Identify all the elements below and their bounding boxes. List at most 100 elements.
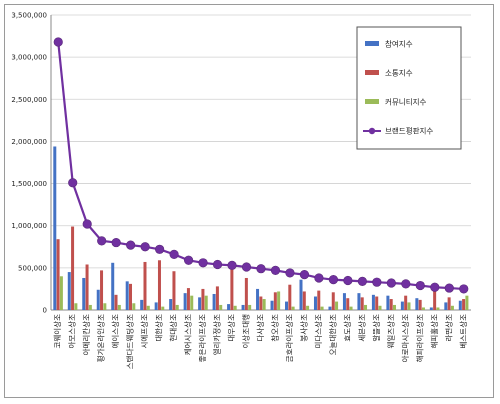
bar-1: [241, 304, 245, 310]
brand-index-point: [430, 282, 440, 292]
bar-1: [256, 288, 260, 310]
bar-2: [100, 270, 104, 310]
x-tick-label: 오늘대한상조: [327, 314, 337, 355]
brand-index-point: [97, 236, 107, 246]
bar-3: [392, 304, 396, 310]
bar-3: [161, 306, 165, 310]
bar-2: [375, 296, 379, 310]
bar-3: [306, 305, 310, 310]
brand-index-point: [285, 268, 295, 278]
brand-index-point: [314, 273, 324, 283]
bar-1: [140, 299, 144, 310]
x-tick-label: 현대상조: [168, 314, 178, 342]
bar-3: [248, 304, 252, 310]
bar-3: [204, 295, 208, 310]
bar-1: [111, 262, 115, 310]
brand-index-point: [299, 270, 310, 280]
bar-2: [186, 288, 190, 310]
brand-index-point: [68, 178, 78, 188]
bar-1: [371, 294, 375, 310]
brand-index-point: [53, 37, 63, 47]
bar-2: [418, 299, 422, 310]
bar-2: [172, 271, 176, 310]
x-tick-label: 참오상조: [269, 314, 279, 342]
brand-index-point: [241, 262, 252, 272]
brand-index-point: [386, 278, 396, 288]
bar-2: [230, 269, 234, 310]
brand-index-point: [357, 276, 367, 286]
bar-1: [183, 293, 187, 310]
bar-3: [74, 303, 78, 310]
x-tick-label: 에이스상조: [110, 314, 120, 349]
bar-2: [404, 295, 408, 310]
brand-index-point: [270, 265, 281, 275]
legend-label: 브랜드평판지수: [385, 126, 433, 136]
x-tick-label: 해피라이프상조: [414, 314, 424, 362]
bar-3: [335, 301, 339, 310]
bar-1: [53, 146, 57, 310]
bar-2: [447, 297, 451, 310]
bar-3: [364, 304, 368, 310]
x-tick-label: 대한상조: [154, 314, 164, 342]
bar-3: [349, 306, 353, 310]
x-tick-label: 베스트상조: [458, 314, 468, 349]
bar-1: [67, 272, 71, 310]
bar-1: [154, 302, 158, 310]
y-tick-label: 2,000,000: [11, 138, 47, 146]
bar-3: [190, 295, 194, 310]
brand-index-point: [444, 283, 454, 293]
bar-1: [96, 289, 100, 310]
bar-1: [357, 293, 361, 310]
x-tick-label: 라면상조: [443, 314, 453, 342]
brand-index-point: [227, 260, 237, 270]
brand-index-point: [256, 264, 266, 274]
x-tick-label: 아로마시스상조: [400, 314, 410, 362]
bar-1: [386, 295, 390, 310]
bar-series: [53, 146, 469, 310]
bar-3: [132, 303, 136, 310]
brand-index-point: [343, 275, 353, 286]
legend-label: 커뮤니티지수: [385, 98, 426, 107]
x-tick-label: 해피홀상조: [429, 314, 439, 349]
bar-1: [227, 304, 231, 310]
bar-2: [143, 261, 147, 310]
x-tick-label: 다사상조: [255, 314, 265, 342]
bar-3: [450, 305, 454, 310]
bar-2: [71, 226, 75, 310]
brand-index-point: [140, 242, 150, 252]
x-tick-label: 좋은라이프상조: [197, 314, 207, 362]
bar-3: [421, 307, 425, 310]
bar-2: [215, 286, 219, 310]
y-tick-label: 3,000,000: [11, 54, 47, 62]
bar-3: [407, 302, 411, 310]
brand-index-point: [459, 284, 469, 294]
y-tick-label: 0: [43, 307, 47, 315]
x-tick-label: 알뜰상조: [371, 314, 381, 342]
bar-3: [146, 305, 150, 310]
bar-1: [444, 302, 448, 310]
bar-2: [259, 296, 263, 310]
bar-2: [201, 288, 205, 310]
legend-swatch: [365, 41, 379, 46]
brand-index-point: [401, 279, 411, 289]
bar-3: [465, 295, 469, 310]
brand-index-point: [126, 240, 136, 250]
legend-swatch: [365, 99, 379, 104]
x-tick-label: 아메리칸상조: [81, 314, 91, 355]
legend-swatch: [365, 70, 379, 75]
bar-2: [244, 277, 248, 310]
brand-index-point: [198, 258, 208, 268]
bar-1: [169, 299, 173, 310]
brand-index-point: [415, 280, 425, 291]
bar-1: [458, 300, 462, 310]
bar-2: [462, 299, 466, 310]
brand-index-point: [372, 277, 382, 287]
chart-frame: 0 500,000 1,000,000 1,500,000 2,000,000 2,500…: [4, 4, 494, 398]
bar-1: [415, 298, 419, 310]
line-series: [53, 37, 469, 294]
x-axis-labels: 코웨이상조 아모스상조 아메리칸상조 평가온라인상조 에이스상조 스탠다드웨딩상조 시에프상…: [52, 314, 468, 369]
y-tick-label: 3,500,000: [11, 12, 47, 20]
bar-3: [378, 305, 382, 310]
bar-2: [288, 284, 292, 310]
